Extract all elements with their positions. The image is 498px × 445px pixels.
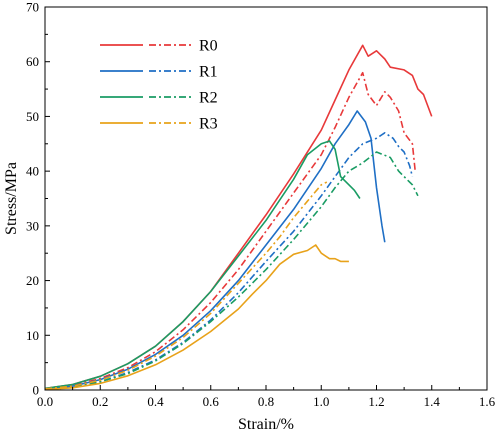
legend-entry-r1: R1 [100,64,218,81]
legend-label: R2 [199,90,218,107]
x-tick-label: 0.8 [258,394,274,409]
legend-label: R3 [199,116,218,133]
y-tick-label: 50 [26,109,39,124]
y-tick-label: 40 [26,164,39,179]
legend-entry-r3: R3 [100,116,218,133]
y-tick-label: 30 [26,218,39,233]
series-r2-curve-2 [44,151,419,391]
series-r3-curve-2 [44,181,328,390]
x-tick-label: 0.4 [147,394,164,409]
legend-entry-r0: R0 [100,38,218,55]
legend-label: R1 [199,64,218,81]
x-tick-label: 1.2 [368,394,384,409]
ticks-layer: 0.0 0.2 0.4 0.6 0.8 1.0 1.2 1.4 1.6 0 10 20 30 40 50 60… [26,0,496,409]
x-axis-title: Strain/% [238,416,294,433]
y-tick-label: 20 [26,273,39,288]
curves-layer [44,44,433,391]
plot-frame [44,6,488,391]
x-tick-label: 0.6 [203,394,220,409]
x-tick-label: 1.4 [424,394,441,409]
x-tick-label: 0.2 [92,394,108,409]
series-r3-curve-1 [44,244,349,391]
legend-label: R0 [199,38,218,55]
series-r0-curve-2 [44,71,416,390]
legend: R0 R1 R2 R3 [100,38,218,133]
y-tick-label: 60 [26,54,39,69]
y-tick-label: 70 [26,0,39,15]
legend-entry-r2: R2 [100,90,218,107]
y-axis-title: Stress/MPa [3,162,20,235]
x-tick-label: 1.6 [479,394,496,409]
x-tick-label: 0.0 [37,394,53,409]
y-tick-label: 10 [26,328,39,343]
series-r1-curve-1 [44,110,386,390]
series-r2-curve-1 [44,140,361,390]
series-r1-curve-2 [44,132,414,391]
x-tick-label: 1.0 [313,394,329,409]
y-tick-label: 0 [33,383,40,398]
